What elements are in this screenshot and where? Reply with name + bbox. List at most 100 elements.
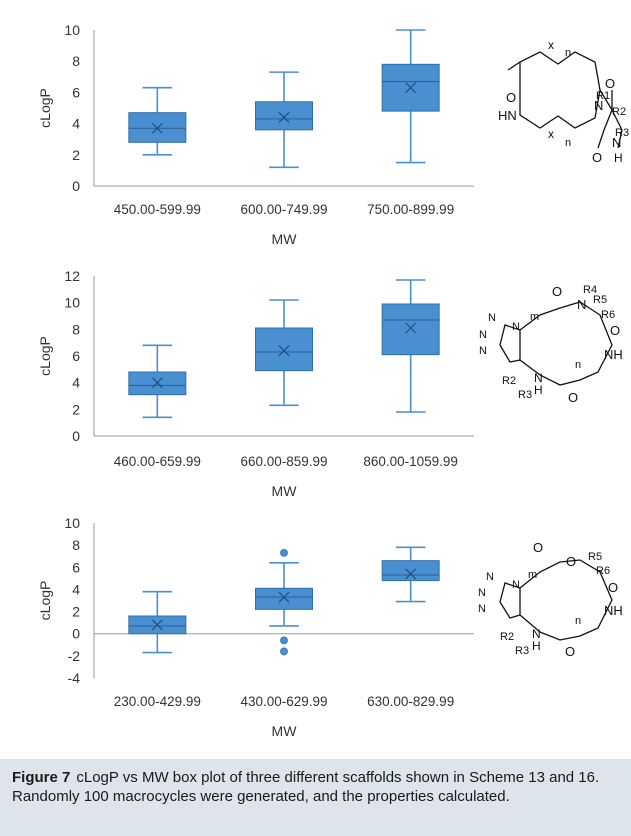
box-iqr [381,303,440,356]
scaffold-2-structure: O R4 N R5 R6 O NH O H N R2 R3 m n N N N … [479,284,623,405]
mean-marker [278,111,290,123]
box-plot-2: 0 2 4 6 8 10 12 cLogP MW 460.00-659.99 660.00-859.… [37,268,474,499]
box-plot-3: -4 -2 0 2 4 6 8 10 cLogP MW 230.00-429.99 430.00-62… [37,515,474,739]
outlier-point [280,548,288,557]
y-tick-label: 2 [72,401,80,417]
struct3-atom: N [478,603,486,615]
box-iqr [255,327,313,372]
caption-text: cLogP vs MW box plot of three different … [12,769,600,805]
struct3-atom: R6 [596,565,610,577]
struct2-atom: O [568,390,578,405]
mean-marker [151,619,163,631]
struct2-atom: N [488,312,496,324]
struct2-atom: R6 [601,309,615,321]
mean-marker [405,322,417,334]
y-tick-label: 0 [72,626,80,642]
struct3-atom: m [528,569,537,581]
struct2-atom: n [575,359,581,371]
struct1-atom: n [565,137,571,149]
y-tick-label: 8 [72,53,80,69]
x-tick-label: 660.00-859.99 [240,454,327,469]
struct1-atom: n [565,47,571,59]
struct3-atom: O [533,540,543,555]
y-tick-label: 12 [64,268,80,284]
struct2-atom: R4 [583,284,597,296]
y-axis-label: cLogP [37,581,53,621]
mean-marker [278,591,290,603]
x-tick-label: 460.00-659.99 [114,454,201,469]
outlier-point [280,636,288,645]
y-tick-label: 2 [72,604,80,620]
struct1-atom: N [612,135,621,150]
y-axis-label: cLogP [37,88,53,128]
scaffold-3-structure: O O R5 R6 O NH O H N R2 R3 m n N N N N [478,540,623,659]
y-tick-label: 6 [72,348,80,364]
struct2-atom: m [530,311,539,323]
y-tick-label: 0 [72,428,80,444]
struct1-atom: x [548,127,554,141]
struct3-atom: R2 [500,631,514,643]
struct1-atom: N [594,98,603,113]
y-axis-label: cLogP [37,336,53,376]
struct1-atom: x [548,38,554,52]
struct1-atom: H [614,151,623,165]
struct3-atom: N [478,587,486,599]
y-tick-label: 4 [72,581,80,597]
struct2-atom: R3 [518,389,532,401]
struct3-atom: NH [604,603,623,618]
box-iqr [381,560,440,582]
x-tick-label: 230.00-429.99 [114,694,201,709]
y-tick-label: 8 [72,321,80,337]
struct1-atom: R2 [612,106,626,118]
struct2-atom: H [534,383,543,397]
struct3-atom: H [532,639,541,653]
y-tick-label: 6 [72,559,80,575]
struct2-atom: N [479,329,487,341]
x-tick-label: 860.00-1059.99 [363,454,458,469]
x-tick-label: 600.00-749.99 [240,202,327,217]
y-tick-label: 10 [64,295,80,311]
figure-caption: Figure 7 cLogP vs MW box plot of three di… [0,759,631,836]
struct2-atom: R5 [593,294,607,306]
struct2-atom: N [512,321,520,333]
struct2-atom: N [534,371,543,385]
struct2-atom: NH [604,347,623,362]
struct3-atom: R5 [588,551,602,563]
struct1-atom: HN [498,108,517,123]
y-tick-label: 4 [72,375,80,391]
struct3-atom: N [532,627,541,641]
mean-marker [405,568,417,580]
struct1-atom: R3 [615,127,629,139]
struct2-atom: N [577,297,586,312]
struct1-atom: O [605,76,615,91]
y-tick-label: 2 [72,147,80,163]
y-tick-label: 10 [64,515,80,531]
box-plots: 0 2 4 6 8 10 cLogP MW 450.00-599.99 600.00-749.99… [37,22,474,739]
mean-marker [278,345,290,357]
box-iqr [128,112,187,143]
mean-marker [405,82,417,94]
y-tick-label: -4 [68,670,81,686]
struct2-atom: R2 [502,375,516,387]
scaffold-1-structure: O O HN N x n x n R1 R2 O N H R3 [498,38,629,165]
y-tick-label: 6 [72,84,80,100]
x-tick-label: 750.00-899.99 [367,202,454,217]
x-tick-label: 630.00-829.99 [367,694,454,709]
x-axis-label: MW [272,483,298,499]
caption-label: Figure 7 [12,769,71,786]
box-plot-1: 0 2 4 6 8 10 cLogP MW 450.00-599.99 600.00-749.99… [37,22,474,247]
box-iqr [255,587,313,610]
struct3-atom: O [565,644,575,659]
box-iqr [255,101,313,131]
struct3-atom: O [608,580,618,595]
mean-marker [151,122,163,134]
struct1-atom: O [506,90,516,105]
y-tick-label: -2 [68,648,81,664]
x-tick-label: 450.00-599.99 [114,202,201,217]
y-tick-label: 0 [72,178,80,194]
struct3-atom: N [512,579,520,591]
y-tick-label: 8 [72,537,80,553]
y-tick-label: 10 [64,22,80,38]
struct3-atom: n [575,615,581,627]
